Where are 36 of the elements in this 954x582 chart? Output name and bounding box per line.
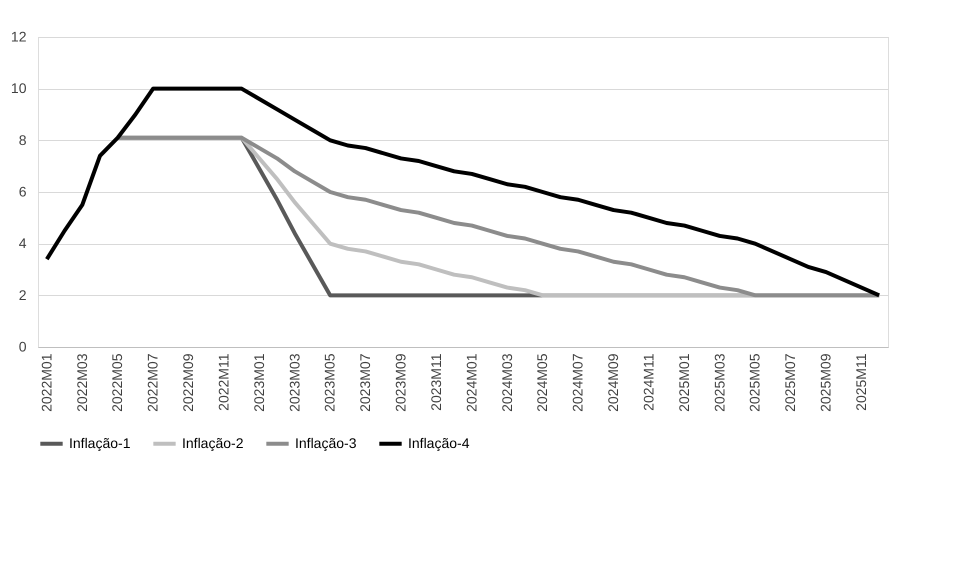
y-tick-label: 6 [18, 184, 27, 200]
x-tick-label: 2024M07 [570, 353, 586, 412]
x-tick-label: 2025M09 [818, 353, 834, 412]
x-tick-label: 2022M03 [74, 353, 90, 412]
x-tick-label: 2025M07 [782, 353, 798, 412]
legend-label: Inflação-3 [295, 434, 357, 451]
y-tick-label: 2 [18, 286, 27, 303]
y-tick-label: 0 [18, 338, 27, 354]
y-tick-label: 4 [18, 235, 27, 252]
line-series [44, 86, 882, 298]
legend-label: Inflação-1 [69, 434, 131, 451]
x-tick-label: 2022M05 [109, 353, 126, 412]
x-tick-label: 2025M03 [711, 353, 728, 412]
x-tick-label: 2023M01 [250, 353, 267, 412]
x-tick-label: 2022M09 [180, 353, 196, 412]
x-tick-label: 2024M03 [498, 353, 515, 412]
x-tick-label: 2023M03 [286, 353, 302, 412]
x-tick-label: 2025M01 [676, 353, 692, 412]
x-tick-label: 2022M11 [215, 353, 232, 411]
x-tick-label: 2025M11 [852, 353, 869, 411]
x-tick-label: 2023M05 [322, 353, 338, 412]
x-tick-label: 2023M07 [357, 353, 374, 412]
y-tick-label: 10 [10, 80, 27, 96]
y-tick-label: 12 [10, 28, 27, 44]
x-tick-label: 2024M01 [463, 353, 480, 412]
x-tick-label: 2024M05 [534, 353, 550, 412]
y-tick-label: 8 [18, 132, 27, 148]
legend-label: Inflação-4 [408, 434, 470, 451]
x-tick-label: 2023M11 [428, 353, 444, 411]
x-tick-label: 2023M09 [392, 353, 409, 412]
x-tick-label: 2024M11 [640, 353, 656, 411]
x-tick-label: 2025M05 [746, 353, 763, 412]
x-tick-label: 2022M07 [144, 353, 161, 412]
x-tick-label: 2022M01 [38, 353, 54, 412]
x-tick-label: 2024M09 [605, 353, 622, 412]
legend-label: Inflação-2 [182, 434, 244, 451]
